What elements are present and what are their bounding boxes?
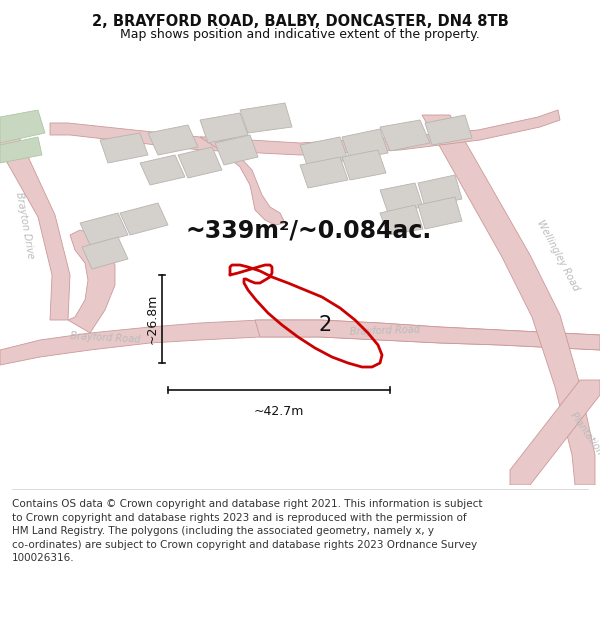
- Text: Contains OS data © Crown copyright and database right 2021. This information is : Contains OS data © Crown copyright and d…: [12, 499, 482, 563]
- Polygon shape: [380, 183, 423, 213]
- Text: Brayford Road: Brayford Road: [70, 331, 140, 345]
- Polygon shape: [418, 197, 462, 229]
- Polygon shape: [80, 213, 128, 245]
- Polygon shape: [300, 157, 348, 188]
- Polygon shape: [255, 320, 600, 350]
- Polygon shape: [380, 120, 430, 151]
- Polygon shape: [240, 103, 292, 133]
- Text: Brayton Drive: Brayton Drive: [14, 191, 35, 259]
- Polygon shape: [178, 147, 222, 178]
- Polygon shape: [342, 129, 388, 160]
- Text: ~26.8m: ~26.8m: [146, 294, 158, 344]
- Polygon shape: [0, 110, 45, 143]
- Polygon shape: [0, 137, 42, 163]
- Polygon shape: [300, 137, 348, 168]
- Polygon shape: [68, 230, 115, 333]
- Text: Plantation Road: Plantation Road: [568, 411, 600, 479]
- Polygon shape: [200, 137, 285, 225]
- Text: ~42.7m: ~42.7m: [254, 405, 304, 418]
- Text: Map shows position and indicative extent of the property.: Map shows position and indicative extent…: [120, 28, 480, 41]
- Polygon shape: [200, 113, 248, 143]
- Polygon shape: [140, 155, 185, 185]
- Text: ~339m²/~0.084ac.: ~339m²/~0.084ac.: [185, 218, 431, 242]
- Polygon shape: [0, 135, 70, 320]
- Polygon shape: [100, 133, 148, 163]
- Polygon shape: [50, 110, 560, 155]
- Polygon shape: [82, 237, 128, 269]
- Polygon shape: [418, 175, 462, 207]
- Polygon shape: [425, 115, 472, 145]
- Text: Brayford Road: Brayford Road: [350, 325, 421, 338]
- Text: 2, BRAYFORD ROAD, BALBY, DONCASTER, DN4 8TB: 2, BRAYFORD ROAD, BALBY, DONCASTER, DN4 …: [92, 14, 508, 29]
- Polygon shape: [422, 115, 595, 485]
- Text: 2: 2: [319, 315, 332, 335]
- Polygon shape: [0, 320, 600, 365]
- Polygon shape: [380, 205, 423, 235]
- Polygon shape: [342, 150, 386, 180]
- Polygon shape: [148, 125, 198, 155]
- Text: Wellingley Road: Wellingley Road: [535, 218, 581, 292]
- Polygon shape: [215, 135, 258, 165]
- Polygon shape: [120, 203, 168, 235]
- Polygon shape: [510, 380, 600, 485]
